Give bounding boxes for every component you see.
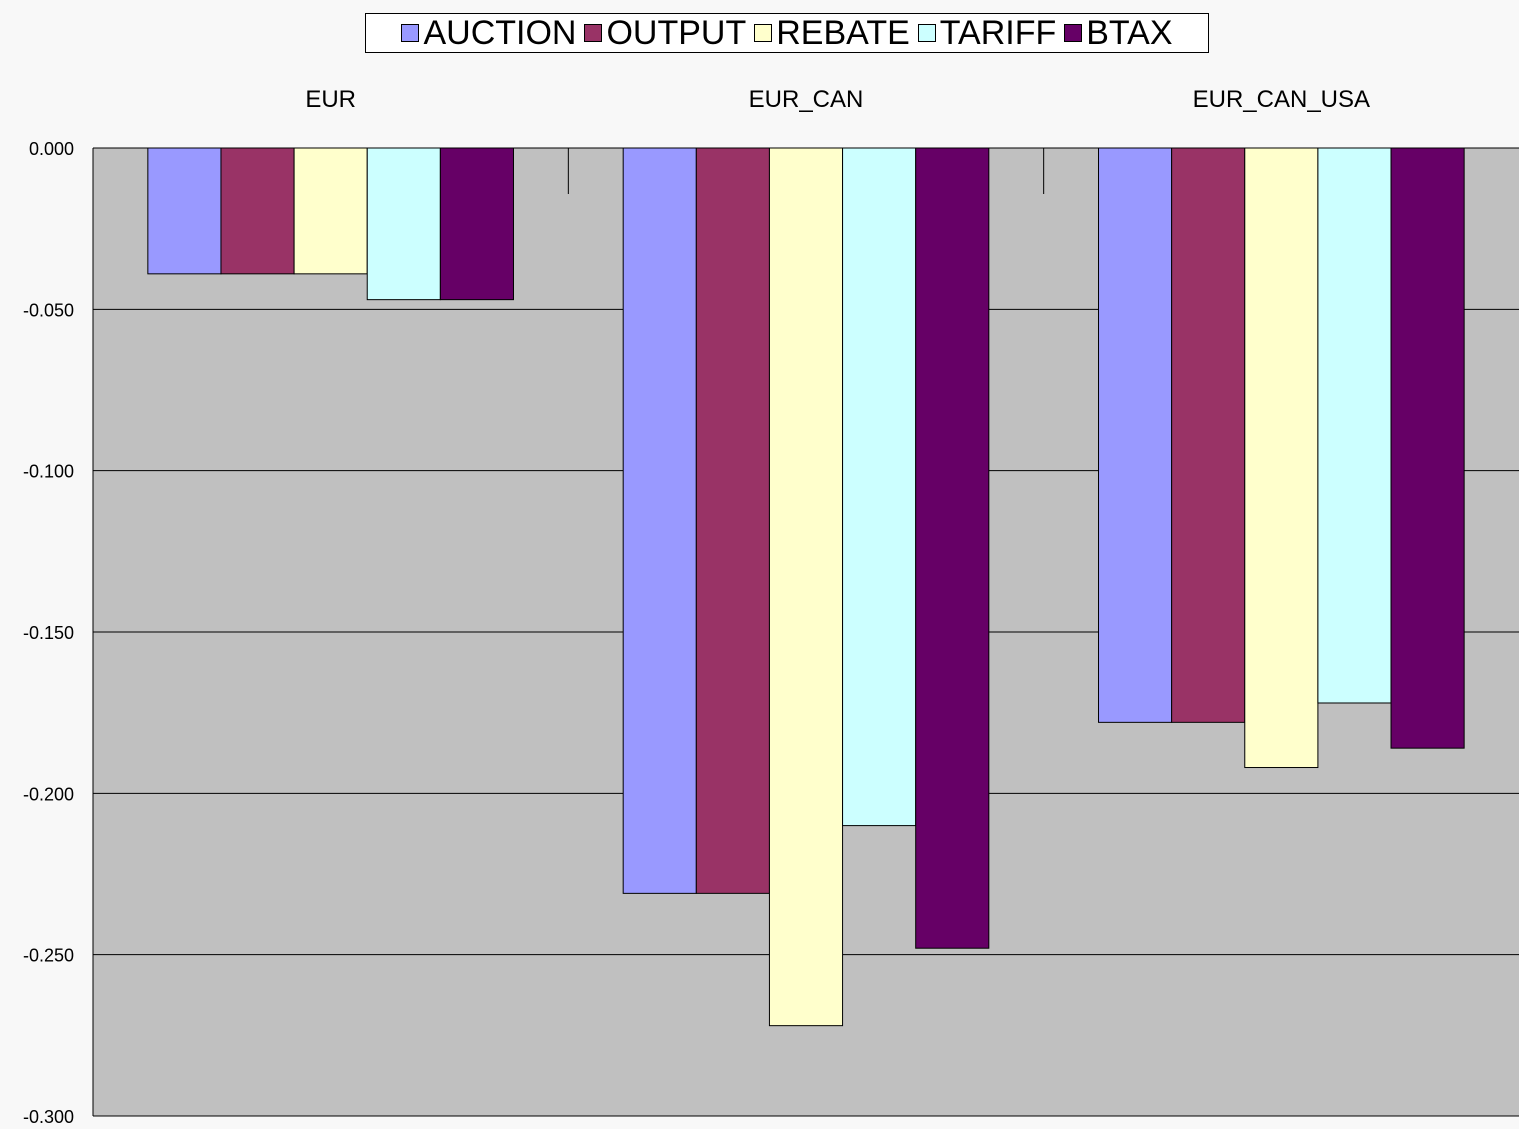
legend-label: BTAX (1086, 14, 1173, 52)
bar-auction-eur_can_usa (1098, 147, 1173, 723)
legend-swatch (754, 24, 773, 42)
bar-output-eur (220, 147, 295, 275)
legend-swatch (401, 24, 420, 42)
y-tick-label: -0.200 (23, 784, 74, 804)
bar-output-eur_can_usa (1171, 147, 1246, 723)
legend-label: OUTPUT (606, 14, 747, 52)
bar-tariff-eur (366, 147, 441, 301)
legend-label: REBATE (776, 14, 910, 52)
bar-tariff-eur_can (842, 147, 917, 827)
legend-item-tariff: TARIFF (917, 14, 1057, 52)
legend-item-output: OUTPUT (584, 16, 746, 50)
bar-btax-eur_can (915, 147, 990, 949)
category-label: EUR_CAN_USA (1193, 86, 1370, 113)
category-label: EUR (305, 86, 356, 113)
bar-rebate-eur_can_usa (1244, 147, 1319, 769)
legend-swatch (584, 24, 603, 42)
category-label: EUR_CAN (749, 86, 864, 113)
legend-item-auction: AUCTION (401, 16, 576, 50)
bar-rebate-eur_can (768, 147, 844, 1027)
bar-output-eur_can (695, 147, 770, 894)
legend-label: TARIFF (939, 14, 1057, 52)
legend-item-btax: BTAX (1064, 14, 1173, 52)
legend-swatch (1064, 24, 1083, 42)
bar-rebate-eur (293, 147, 368, 275)
legend-item-rebate: REBATE (754, 16, 910, 50)
bar-btax-eur (439, 147, 514, 301)
y-tick-label: -0.150 (23, 623, 74, 643)
bar-auction-eur (147, 147, 222, 275)
y-tick-label: -0.250 (23, 946, 74, 966)
chart-legend: AUCTION OUTPUT REBATE TARIFF BTAX (365, 13, 1209, 53)
y-tick-label: -0.050 (23, 300, 74, 320)
y-tick-label: 0.000 (29, 139, 74, 159)
legend-label: AUCTION (423, 14, 577, 52)
bar-tariff-eur_can_usa (1317, 147, 1392, 704)
bar-btax-eur_can_usa (1390, 147, 1465, 749)
bar-auction-eur_can (622, 147, 697, 894)
y-tick-label: -0.100 (23, 462, 74, 482)
legend-swatch (917, 24, 936, 42)
y-tick-label: -0.300 (23, 1107, 74, 1127)
